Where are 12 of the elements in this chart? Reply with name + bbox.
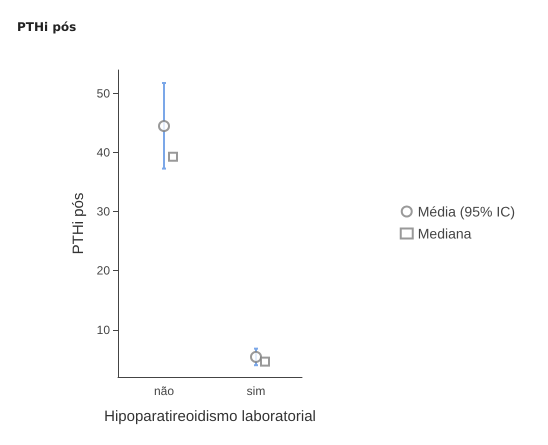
x-tick-label: não xyxy=(154,384,174,398)
y-tick-label: 20 xyxy=(96,264,110,278)
y-tick-label: 40 xyxy=(96,146,110,160)
y-axis-title: PTHi pós xyxy=(70,192,87,254)
y-tick-label: 50 xyxy=(96,86,110,101)
legend-label: Média (95% IC) xyxy=(418,204,516,220)
x-tick-label: sim xyxy=(246,384,266,398)
legend-label: Mediana xyxy=(418,226,472,242)
y-tick-label: 10 xyxy=(96,322,110,337)
chart-title: PTHi pós xyxy=(17,20,76,34)
x-axis-title: Hipoparatireoidismo laboratorial xyxy=(104,408,316,425)
y-tick-label: 30 xyxy=(96,204,110,219)
